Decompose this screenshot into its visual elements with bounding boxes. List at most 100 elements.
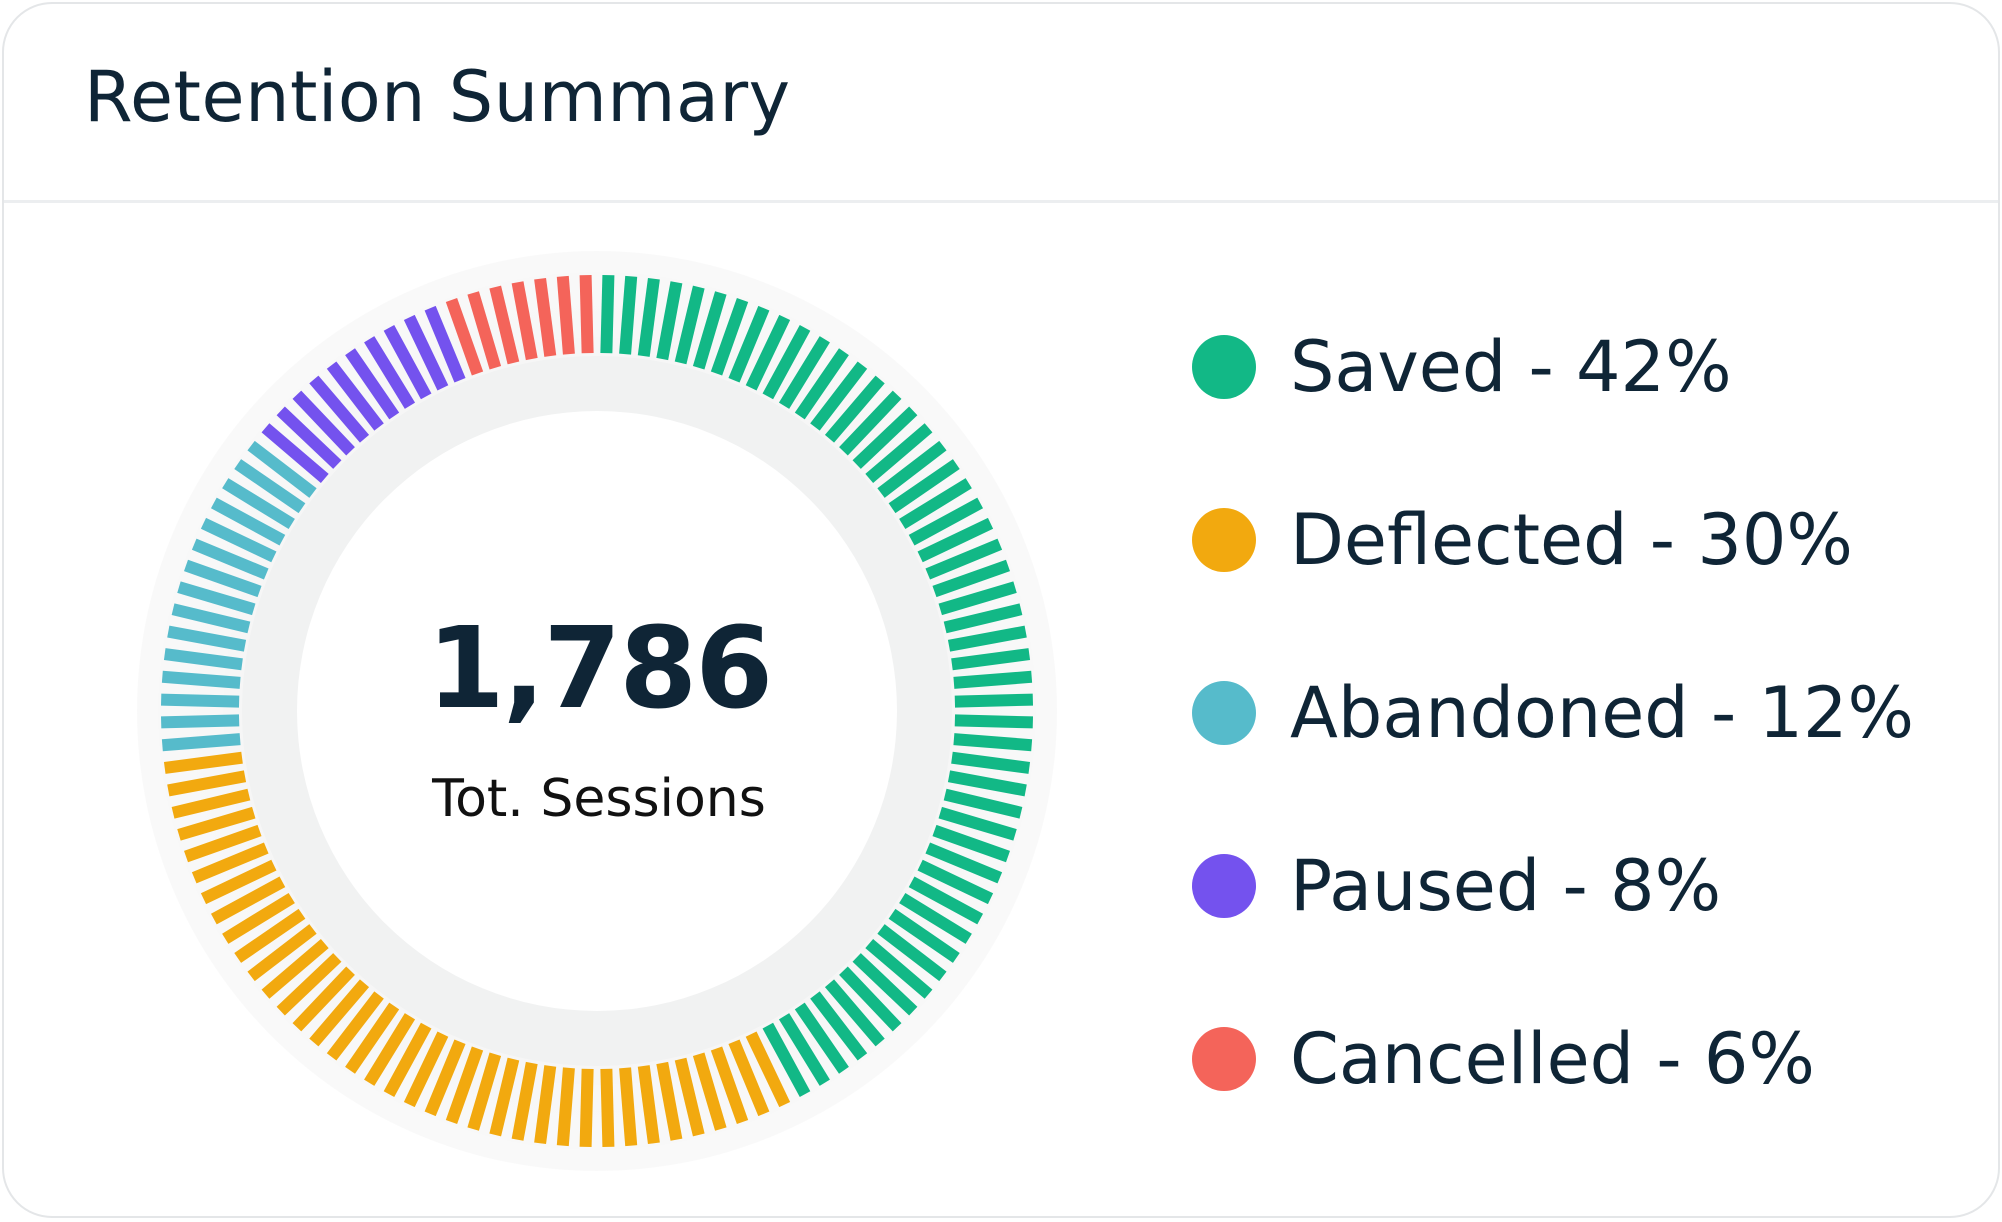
donut-tick-deflected <box>345 1002 400 1074</box>
legend-dot-deflected <box>1192 508 1256 572</box>
donut-tick-saved <box>794 348 849 420</box>
card-title: Retention Summary <box>84 56 791 138</box>
donut-tick-deflected <box>326 991 384 1061</box>
donut-tick-deflected <box>600 1068 615 1148</box>
donut-tick-saved <box>943 603 1023 634</box>
donut-tick-saved <box>925 538 1003 580</box>
donut-tick-deflected <box>728 1039 770 1117</box>
donut-tick-saved <box>899 478 972 530</box>
donut-tick-deflected <box>167 770 247 797</box>
donut-tick-saved <box>824 375 885 443</box>
legend-label: Cancelled - 6% <box>1290 1018 1815 1100</box>
donut-tick-deflected <box>247 924 317 982</box>
donut-tick-paused <box>403 314 449 391</box>
donut-tick-deflected <box>692 1052 727 1131</box>
legend-item-paused: Paused - 8% <box>1192 841 1721 931</box>
donut-tick-abandoned <box>167 625 247 652</box>
donut-tick-cancelled <box>489 285 520 365</box>
legend-item-deflected: Deflected - 30% <box>1192 495 1853 585</box>
legend-dot-abandoned <box>1192 681 1256 745</box>
donut-tick-deflected <box>292 966 355 1032</box>
donut-tick-paused <box>383 324 432 400</box>
total-sessions-value: 1,786 <box>426 604 773 734</box>
donut-tick-cancelled <box>445 298 484 376</box>
donut-tick-saved <box>656 281 683 361</box>
donut-tick-saved <box>692 291 727 370</box>
donut-tick-abandoned <box>160 693 240 708</box>
donut-tick-saved <box>954 714 1034 729</box>
donut-tick-deflected <box>184 824 262 863</box>
donut-tick-saved <box>810 991 868 1061</box>
donut-tick-saved <box>899 892 972 944</box>
donut-tick-saved <box>778 1013 830 1086</box>
legend-dot-cancelled <box>1192 1027 1256 1091</box>
donut-tick-saved <box>762 324 811 400</box>
donut-tick-deflected <box>364 1013 416 1086</box>
donut-tick-saved <box>852 953 918 1016</box>
donut-tick-saved <box>619 275 638 355</box>
legend-item-abandoned: Abandoned - 12% <box>1192 668 1914 758</box>
donut-tick-saved <box>888 459 960 514</box>
donut-tick-deflected <box>556 1067 575 1147</box>
donut-tick-paused <box>309 375 370 443</box>
donut-tick-deflected <box>710 1046 749 1124</box>
donut-tick-deflected <box>276 953 342 1016</box>
donut-tick-saved <box>600 274 615 354</box>
donut-tick-saved <box>917 859 994 905</box>
donut-tick-deflected <box>637 1065 660 1145</box>
legend-item-saved: Saved - 42% <box>1192 322 1732 412</box>
donut-tick-saved <box>943 788 1023 819</box>
donut-tick-deflected <box>489 1057 520 1137</box>
donut-tick-saved <box>938 581 1017 616</box>
donut-tick-deflected <box>200 859 277 905</box>
donut-tick-deflected <box>674 1057 705 1137</box>
donut-tick-abandoned <box>210 497 286 546</box>
donut-tick-deflected <box>656 1061 683 1141</box>
donut-tick-deflected <box>534 1065 557 1145</box>
donut-tick-cancelled <box>579 274 594 354</box>
donut-chart <box>160 274 1034 1148</box>
donut-tick-saved <box>932 559 1010 598</box>
donut-tick-deflected <box>191 842 269 884</box>
donut-tick-abandoned <box>200 517 277 563</box>
donut-tick-saved <box>917 517 994 563</box>
donut-tick-cancelled <box>556 275 575 355</box>
donut-tick-paused <box>292 390 355 456</box>
donut-tick-abandoned <box>222 478 295 530</box>
donut-tick-saved <box>953 670 1033 689</box>
donut-tick-saved <box>762 1022 811 1098</box>
donut-tick-abandoned <box>161 733 241 752</box>
legend-label: Paused - 8% <box>1290 845 1722 927</box>
donut-center <box>297 411 897 1011</box>
donut-tick-saved <box>778 336 830 409</box>
donut-tick-saved <box>674 285 705 365</box>
donut-tick-deflected <box>261 938 329 999</box>
donut-tick-saved <box>951 648 1031 671</box>
card-header: Retention Summary <box>4 4 1998 203</box>
donut-tick-abandoned <box>171 603 251 634</box>
donut-tick-saved <box>728 305 770 383</box>
donut-tick-cancelled <box>467 291 502 370</box>
donut-tick-saved <box>877 924 947 982</box>
donut-tick-paused <box>326 361 384 431</box>
legend-label: Abandoned - 12% <box>1290 672 1915 754</box>
donut-tick-deflected <box>222 892 295 944</box>
donut-tick-saved <box>947 770 1027 797</box>
legend-item-cancelled: Cancelled - 6% <box>1192 1014 1815 1104</box>
donut-tick-saved <box>888 908 960 963</box>
donut-tick-deflected <box>383 1022 432 1098</box>
donut-tick-saved <box>947 625 1027 652</box>
donut-tick-abandoned <box>191 538 269 580</box>
donut-tick-deflected <box>424 1039 466 1117</box>
donut-tick-deflected <box>619 1067 638 1147</box>
donut-tick-paused <box>261 423 329 484</box>
donut-tick-cancelled <box>511 281 538 361</box>
donut-tick-saved <box>938 806 1017 841</box>
donut-tick-abandoned <box>184 559 262 598</box>
donut-tick-paused <box>276 406 342 469</box>
donut-tick-saved <box>794 1002 849 1074</box>
donut-tick-saved <box>637 277 660 357</box>
donut-tick-deflected <box>511 1061 538 1141</box>
total-sessions-label: Tot. Sessions <box>432 769 766 829</box>
